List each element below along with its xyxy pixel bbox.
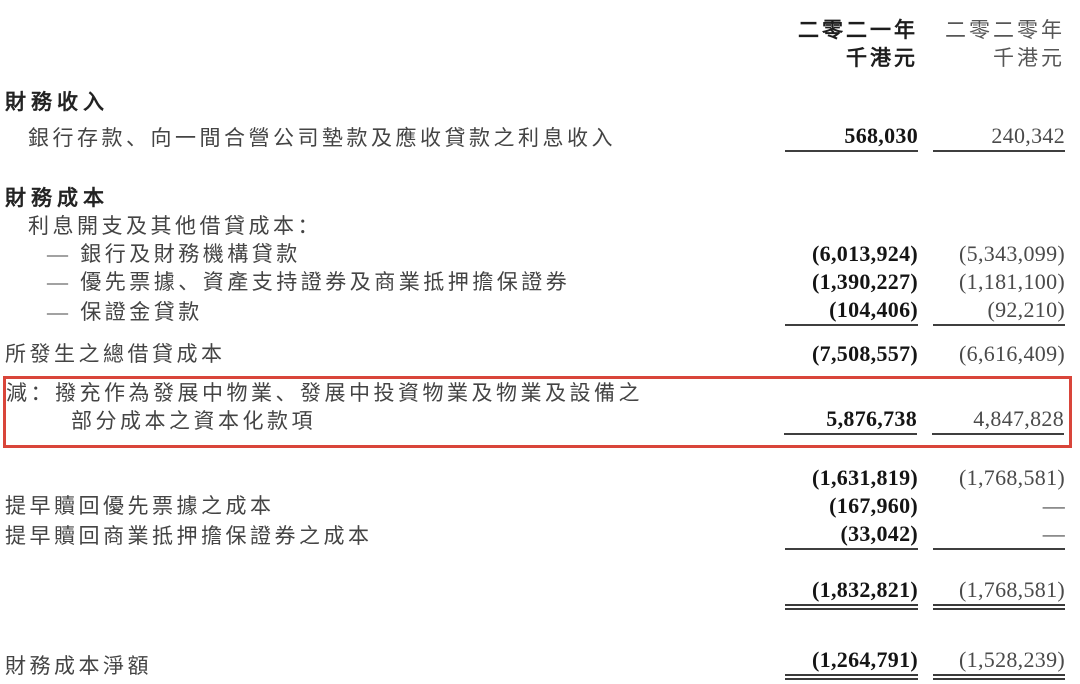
table-row: — 保證金貸款 (104,406) (92,210) (0, 296, 1080, 326)
value-2021 (785, 212, 918, 240)
table-row: (1,631,819) (1,768,581) (0, 464, 1080, 492)
value-2021 (785, 88, 918, 116)
value-2020 (933, 184, 1065, 212)
row-label-line1: 財務成本 (5, 186, 109, 210)
table-row: 減：撥充作為發展中物業、發展中投資物業及物業及設備之 部分成本之資本化款項 5,87… (6, 379, 1069, 435)
row-label-line1: — 保證金貸款 (47, 300, 203, 324)
value-2020: (1,768,581) (959, 465, 1065, 490)
value-2020: 4,847,828 (932, 405, 1064, 435)
value-2020: (1,181,100) (959, 269, 1065, 294)
row-label-line1: — 優先票據、資產支持證券及商業抵押擔保證券 (47, 270, 571, 294)
value-2020: — (1042, 493, 1065, 518)
row-label-line1: 所發生之總借貸成本 (5, 342, 226, 366)
row-label-line1 (5, 464, 785, 492)
table-row: 財務成本淨額 (1,264,791) (1,528,239) (0, 646, 1080, 680)
row-label-line1: 減：撥充作為發展中物業、發展中投資物業及物業及設備之 (6, 381, 643, 405)
row-label-line1 (5, 582, 785, 610)
value-2021: (33,042) (785, 520, 918, 550)
row-label-line1: 提早贖回優先票據之成本 (5, 494, 275, 518)
value-2020 (933, 88, 1065, 116)
row-label-line1: 財務收入 (5, 90, 109, 114)
table-row: 所發生之總借貸成本 (7,508,557) (6,616,409) (0, 340, 1080, 368)
row-label: 財務成本淨額 (0, 652, 785, 680)
value-2021: (1,390,227) (812, 269, 918, 294)
column-header-2021: 二零二一年 千港元 (698, 16, 918, 72)
value-2021: 568,030 (785, 122, 918, 152)
value-2021: (7,508,557) (812, 341, 918, 366)
value-2021: (104,406) (785, 296, 918, 326)
value-2020: (6,616,409) (959, 341, 1065, 366)
table-row: 提早贖回商業抵押擔保證券之成本 (33,042) — (0, 520, 1080, 550)
row-label-line1: 銀行存款、向一間合營公司墊款及應收貸款之利息收入 (28, 126, 616, 150)
row-label (0, 464, 785, 492)
row-label-line1: 提早贖回商業抵押擔保證券之成本 (5, 524, 373, 548)
column-unit-2020: 千港元 (993, 46, 1065, 70)
value-2020: (1,528,239) (933, 646, 1065, 680)
value-2021: (6,013,924) (812, 241, 918, 266)
column-year-2021: 二零二一年 (798, 18, 918, 42)
value-2021 (785, 184, 918, 212)
value-2021: (167,960) (829, 493, 918, 518)
column-year-2020: 二零二零年 (945, 18, 1065, 42)
row-label (0, 582, 785, 610)
row-label: 提早贖回商業抵押擔保證券之成本 (0, 522, 785, 550)
row-label: 利息開支及其他借貸成本： (0, 212, 785, 240)
table-row: (1,832,821) (1,768,581) (0, 576, 1080, 610)
section-heading: 財務收入 (0, 88, 785, 116)
section-heading-row: 財務成本 (0, 184, 1080, 212)
highlight-box: 減：撥充作為發展中物業、發展中投資物業及物業及設備之 部分成本之資本化款項 5,87… (3, 376, 1072, 448)
table-row: 利息開支及其他借貸成本： (0, 212, 1080, 240)
row-label: 銀行存款、向一間合營公司墊款及應收貸款之利息收入 (0, 124, 785, 152)
section-heading-row: 財務收入 (0, 88, 1080, 116)
table-header: 二零二一年 千港元 二零二零年 千港元 (0, 16, 1080, 72)
row-label: 所發生之總借貸成本 (0, 340, 785, 368)
value-2021: 5,876,738 (784, 405, 917, 435)
value-2020: (5,343,099) (959, 241, 1065, 266)
table-row: 銀行存款、向一間合營公司墊款及應收貸款之利息收入 568,030 240,342 (0, 122, 1080, 152)
column-header-2020: 二零二零年 千港元 (933, 16, 1065, 72)
value-2020: — (933, 520, 1065, 550)
value-2021: (1,832,821) (785, 576, 918, 610)
row-label-line1: 財務成本淨額 (5, 654, 152, 678)
row-label-line1: 利息開支及其他借貸成本： (28, 214, 322, 238)
value-2021: (1,264,791) (785, 646, 918, 680)
column-unit-2021: 千港元 (846, 46, 918, 70)
table-row: 提早贖回優先票據之成本 (167,960) — (0, 492, 1080, 520)
row-label: 減：撥充作為發展中物業、發展中投資物業及物業及設備之部分成本之資本化款項 (6, 379, 784, 435)
table-body: 財務收入 銀行存款、向一間合營公司墊款及應收貸款之利息收入 568,030 240,… (0, 88, 1080, 680)
row-label-line2: 部分成本之資本化款項 (71, 409, 316, 433)
section-heading: 財務成本 (0, 184, 785, 212)
row-label: — 保證金貸款 (0, 298, 785, 326)
row-label: 提早贖回優先票據之成本 (0, 492, 785, 520)
table-row: — 優先票據、資產支持證券及商業抵押擔保證券 (1,390,227) (1,181,… (0, 268, 1080, 296)
table-row: — 銀行及財務機構貸款 (6,013,924) (5,343,099) (0, 240, 1080, 268)
row-label: — 優先票據、資產支持證券及商業抵押擔保證券 (0, 268, 785, 296)
value-2021: (1,631,819) (812, 465, 918, 490)
value-2020 (933, 212, 1065, 240)
value-2020: (92,210) (933, 296, 1065, 326)
value-2020: 240,342 (933, 122, 1065, 152)
row-label: — 銀行及財務機構貸款 (0, 240, 785, 268)
row-label-line1: — 銀行及財務機構貸款 (47, 242, 301, 266)
value-2020: (1,768,581) (933, 576, 1065, 610)
